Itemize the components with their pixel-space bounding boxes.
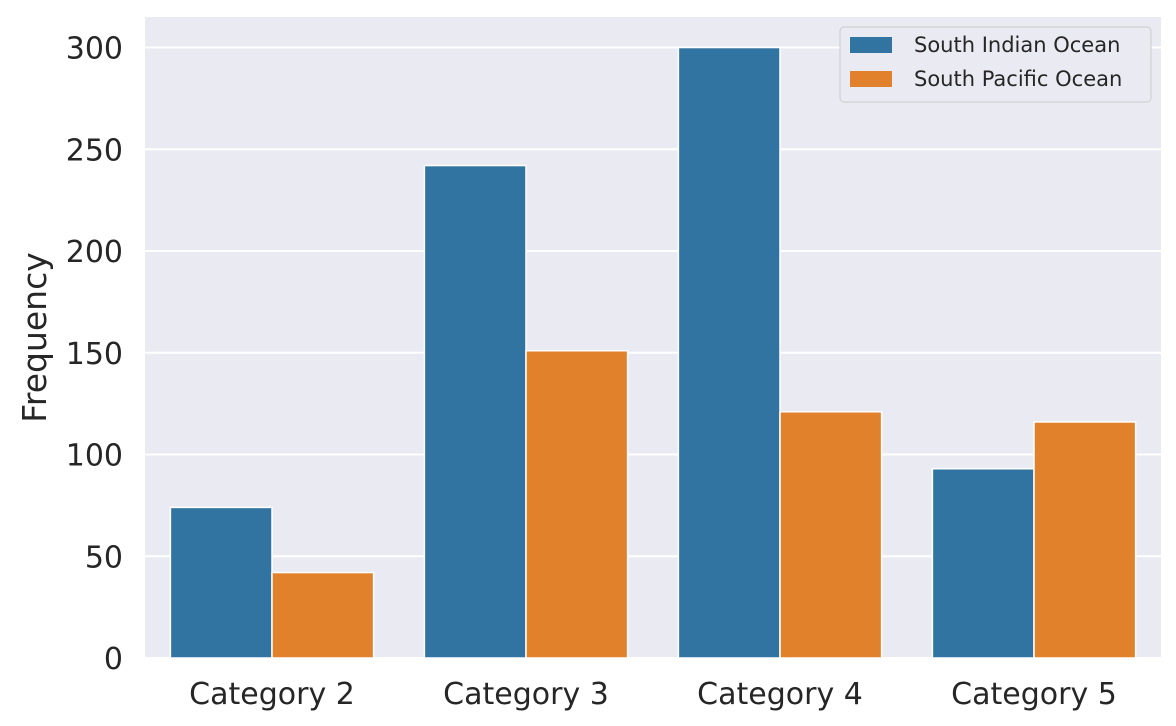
bars (169, 46, 1137, 659)
bar (271, 571, 375, 659)
bar (169, 506, 273, 659)
y-tick-label: 250 (66, 133, 123, 168)
x-tick-label: Category 3 (443, 677, 609, 712)
legend-box (839, 26, 1152, 103)
y-tick-label: 300 (66, 32, 123, 67)
y-tick-label: 150 (66, 337, 123, 372)
x-tick-label: Category 5 (951, 677, 1117, 712)
y-axis-label: Frequency (15, 252, 54, 422)
y-axis-ticks: 0 50 100 150 200 250 300 (66, 32, 123, 677)
x-tick-label: Category 2 (189, 677, 355, 712)
bar (1033, 421, 1137, 659)
y-tick-label: 50 (85, 540, 123, 575)
x-axis-ticks: Category 2 Category 3 Category 4 Category 5 (189, 677, 1117, 712)
legend: South Indian Ocean South Pacific Ocean (839, 26, 1152, 103)
legend-label: South Pacific Ocean (914, 67, 1122, 91)
bar (525, 349, 629, 659)
y-tick-label: 0 (104, 642, 123, 677)
y-tick-label: 200 (66, 235, 123, 270)
y-tick-label: 100 (66, 439, 123, 474)
bar (779, 411, 883, 659)
bar (931, 468, 1035, 659)
bar (423, 164, 527, 659)
legend-swatch (850, 71, 892, 87)
legend-swatch (850, 37, 892, 53)
legend-label: South Indian Ocean (914, 33, 1120, 57)
bar (677, 46, 781, 659)
x-tick-label: Category 4 (697, 677, 863, 712)
